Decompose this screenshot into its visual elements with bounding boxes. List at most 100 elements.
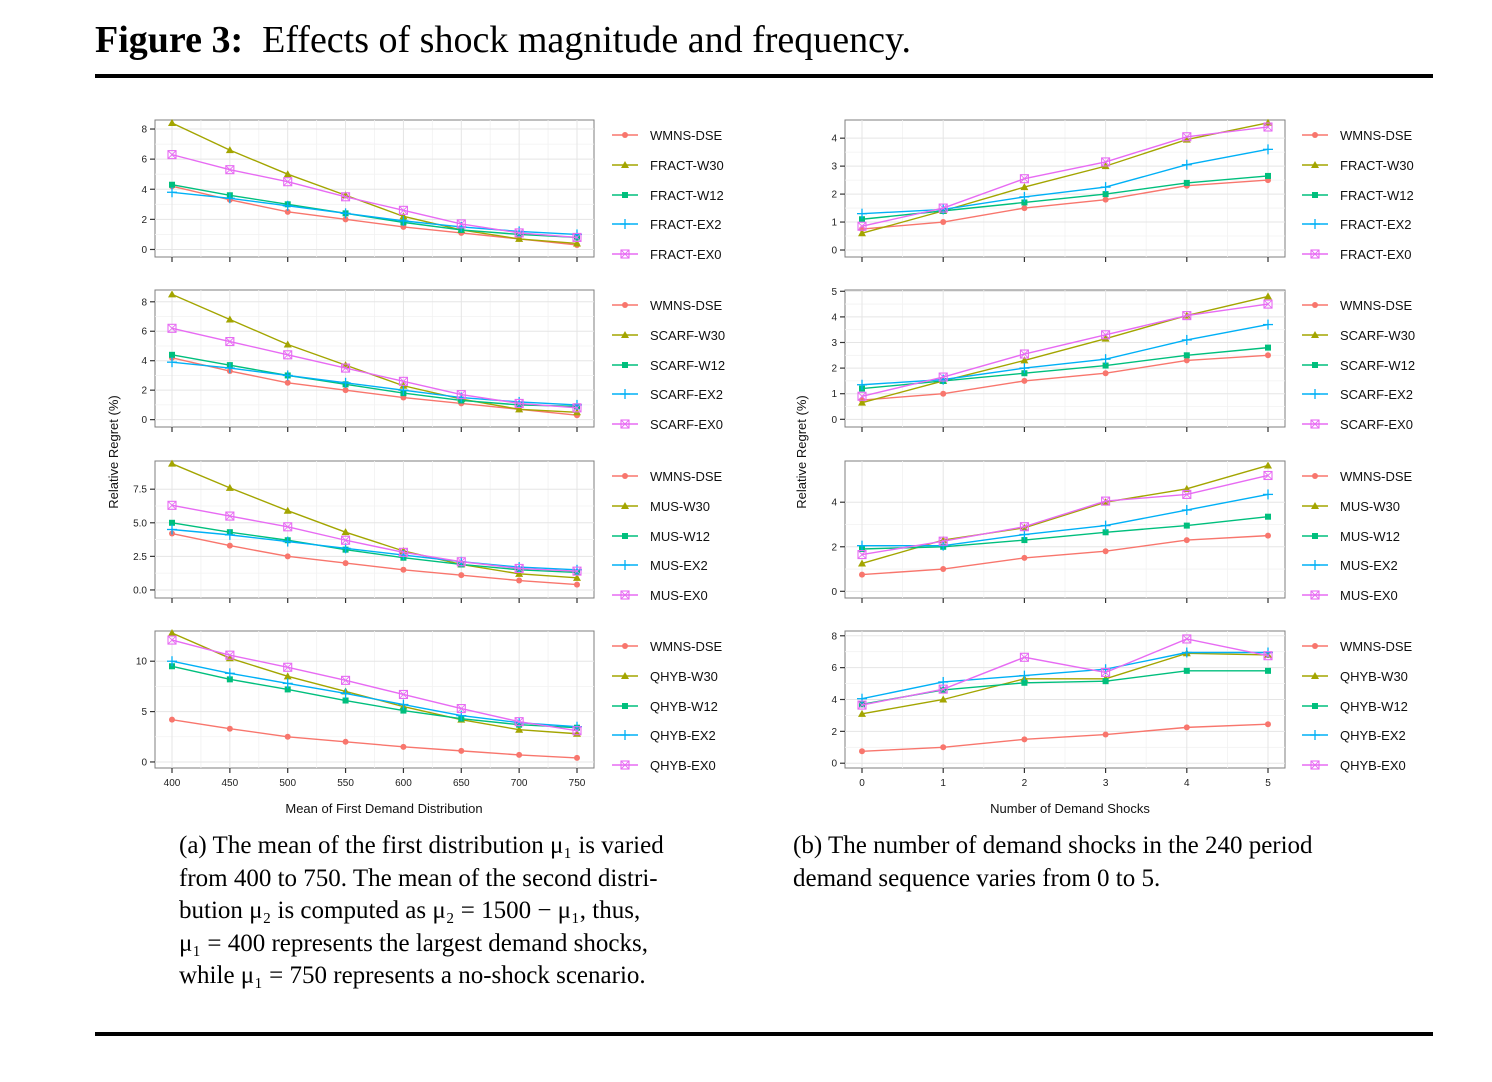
y-tick-label: 5 bbox=[831, 287, 837, 298]
point-marker bbox=[226, 542, 233, 549]
point-marker bbox=[1101, 330, 1111, 340]
caption-b-line: (b) The number of demand shocks in the 2… bbox=[793, 832, 1313, 859]
x-tick-label: 650 bbox=[453, 778, 470, 789]
caption-a-line: from 400 to 750. The mean of the second … bbox=[179, 864, 658, 892]
point-marker bbox=[226, 676, 233, 683]
point-marker bbox=[1312, 302, 1318, 308]
x-axis-label: Number of Demand Shocks bbox=[990, 801, 1150, 816]
chart-panel-b-4: 0 1 2 3 4 5 0 2 4 6 8 WMNS-DSE QHYB-W30 QHYB-W12 QHYB-… bbox=[831, 630, 1413, 789]
point-marker bbox=[1312, 643, 1318, 649]
point-marker bbox=[514, 717, 524, 726]
legend-label: WMNS-DSE bbox=[650, 128, 723, 143]
y-tick-label: 4 bbox=[831, 498, 837, 509]
legend-label: QHYB-W30 bbox=[1340, 669, 1408, 684]
point-marker bbox=[1263, 651, 1273, 661]
point-marker bbox=[1101, 667, 1111, 677]
point-marker bbox=[514, 228, 524, 238]
legend-label: FRACT-EX0 bbox=[650, 247, 722, 262]
point-marker bbox=[622, 703, 628, 709]
point-marker bbox=[1020, 174, 1029, 184]
point-marker bbox=[572, 232, 582, 242]
point-marker bbox=[1019, 174, 1029, 184]
y-tick-label: 2.5 bbox=[133, 552, 147, 563]
point-marker bbox=[515, 405, 524, 413]
series-line bbox=[171, 122, 578, 245]
point-marker bbox=[620, 419, 630, 429]
x-tick-label: 3 bbox=[1103, 778, 1109, 789]
point-marker bbox=[940, 219, 947, 226]
point-marker bbox=[1182, 311, 1192, 321]
legend-label: SCARF-W30 bbox=[650, 328, 725, 343]
point-marker bbox=[622, 192, 628, 198]
point-marker bbox=[1265, 532, 1271, 539]
y-tick-label: 5.0 bbox=[133, 518, 147, 529]
point-marker bbox=[225, 511, 235, 521]
point-marker bbox=[167, 150, 177, 159]
point-marker bbox=[341, 192, 350, 202]
point-marker bbox=[399, 212, 408, 220]
point-marker bbox=[283, 506, 292, 514]
legend-label: MUS-W30 bbox=[650, 499, 710, 514]
point-marker bbox=[1020, 522, 1029, 532]
series-line bbox=[861, 175, 1269, 220]
point-marker bbox=[622, 362, 628, 368]
point-marker bbox=[1101, 496, 1111, 506]
point-marker bbox=[167, 150, 177, 160]
point-marker bbox=[1311, 331, 1319, 338]
legend-label: SCARF-EX2 bbox=[650, 387, 723, 402]
legend-label: FRACT-W30 bbox=[650, 158, 724, 173]
point-marker bbox=[620, 760, 630, 770]
point-marker bbox=[514, 563, 524, 574]
point-marker bbox=[858, 398, 866, 406]
y-tick-label: 6 bbox=[831, 663, 837, 674]
series-line bbox=[171, 463, 578, 579]
point-marker bbox=[1310, 419, 1320, 429]
point-marker bbox=[283, 350, 293, 360]
legend-label: FRACT-W30 bbox=[1340, 158, 1414, 173]
point-marker bbox=[1102, 529, 1109, 536]
point-marker bbox=[1265, 344, 1271, 351]
legend-label: FRACT-EX2 bbox=[650, 217, 722, 232]
point-marker bbox=[940, 566, 947, 573]
point-marker bbox=[456, 219, 466, 229]
point-marker bbox=[1265, 172, 1271, 179]
y-tick-label: 0 bbox=[141, 415, 147, 426]
point-marker bbox=[938, 203, 948, 213]
point-marker bbox=[456, 390, 466, 400]
point-marker bbox=[859, 748, 865, 755]
legend-label: QHYB-EX0 bbox=[1340, 758, 1406, 773]
point-marker bbox=[456, 557, 466, 567]
point-marker bbox=[283, 350, 293, 360]
point-marker bbox=[1310, 760, 1320, 770]
legend-label: WMNS-DSE bbox=[1340, 639, 1413, 654]
y-tick-label: 0 bbox=[831, 759, 837, 770]
y-tick-label: 6 bbox=[141, 327, 147, 338]
x-tick-label: 550 bbox=[337, 778, 354, 789]
y-tick-label: 7.5 bbox=[133, 485, 147, 496]
point-marker bbox=[857, 700, 867, 710]
point-marker bbox=[514, 717, 524, 727]
y-tick-label: 8 bbox=[141, 125, 147, 136]
legend-label: MUS-EX0 bbox=[1340, 588, 1398, 603]
point-marker bbox=[1265, 352, 1271, 359]
point-marker bbox=[516, 577, 523, 584]
point-marker bbox=[342, 216, 349, 223]
point-marker bbox=[167, 323, 177, 333]
point-marker bbox=[1102, 370, 1109, 377]
point-marker bbox=[622, 132, 628, 138]
point-marker bbox=[1264, 118, 1272, 126]
chart-panel-a-2: 0 2 4 6 8 WMNS-DSE SCARF-W30 SCARF-W12 SCARF-EX2… bbox=[141, 289, 725, 432]
point-marker bbox=[225, 650, 235, 660]
series-line bbox=[171, 357, 578, 416]
legend-label: FRACT-EX0 bbox=[1340, 247, 1412, 262]
series-line bbox=[861, 346, 1269, 390]
legend: WMNS-DSE FRACT-W30 FRACT-W12 FRACT-EX2 FRACT… bbox=[612, 128, 724, 262]
point-marker bbox=[515, 234, 524, 242]
point-marker bbox=[514, 564, 524, 573]
point-marker bbox=[1102, 731, 1109, 738]
point-marker bbox=[1102, 196, 1109, 203]
point-marker bbox=[283, 177, 293, 187]
y-tick-label: 4 bbox=[141, 185, 147, 196]
point-marker bbox=[1021, 199, 1028, 206]
x-tick-label: 450 bbox=[222, 778, 239, 789]
